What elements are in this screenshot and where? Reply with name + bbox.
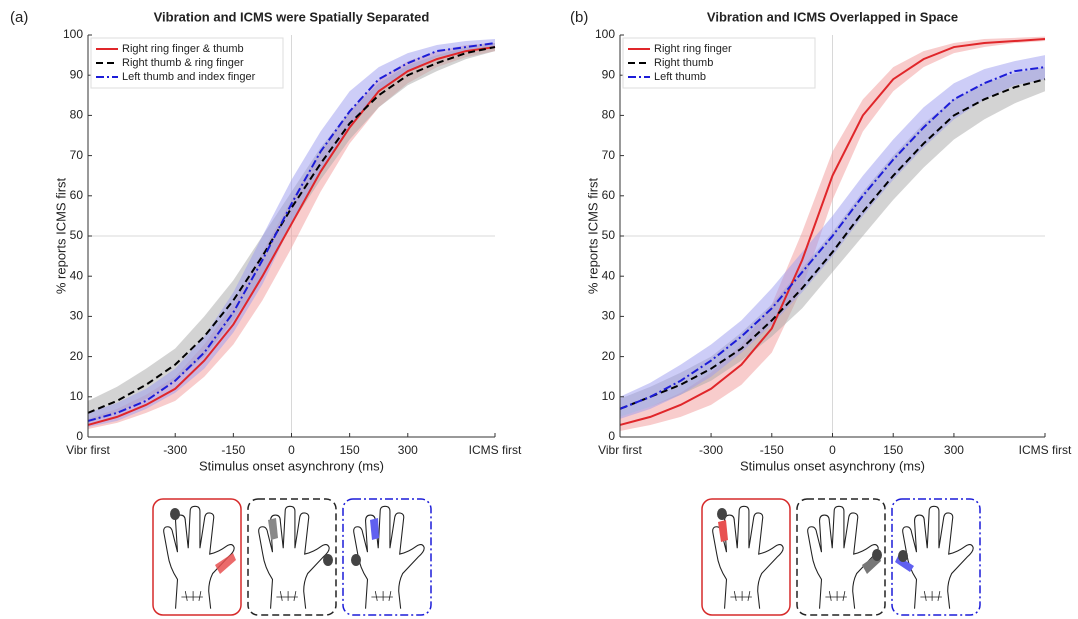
icon-frame xyxy=(247,498,337,616)
icon-frame xyxy=(891,498,981,616)
vibration-marker xyxy=(351,554,361,566)
x-tick-label: 0 xyxy=(829,443,836,457)
y-tick-label: 10 xyxy=(602,389,616,403)
vibration-marker xyxy=(323,554,333,566)
y-tick-label: 30 xyxy=(70,309,84,323)
x-tick-label: 300 xyxy=(398,443,418,457)
y-tick-label: 40 xyxy=(602,268,616,282)
y-tick-label: 70 xyxy=(602,148,616,162)
icms-region xyxy=(268,518,278,540)
hand-icon xyxy=(163,505,235,610)
legend-label: Right ring finger & thumb xyxy=(122,43,244,55)
y-axis-label: % reports ICMS first xyxy=(53,177,68,294)
x-tick-label: 150 xyxy=(883,443,903,457)
y-tick-label: 10 xyxy=(70,389,84,403)
hand-icon xyxy=(353,505,425,610)
vibration-marker xyxy=(872,549,882,561)
hand-icon xyxy=(807,505,879,610)
icon-frame xyxy=(701,498,791,616)
legend-label: Right ring finger xyxy=(654,43,732,55)
y-tick-label: 40 xyxy=(70,268,84,282)
x-axis-label: Stimulus onset asynchrony (ms) xyxy=(199,458,384,473)
y-tick-label: 80 xyxy=(70,108,84,122)
y-tick-label: 0 xyxy=(608,429,615,443)
icms-region xyxy=(370,518,379,540)
x-tick-label: ICMS first xyxy=(469,443,522,457)
series-line xyxy=(619,66,1046,410)
y-axis-label: % reports ICMS first xyxy=(585,177,600,294)
confidence-band xyxy=(88,43,495,423)
y-tick-label: 20 xyxy=(70,349,84,363)
x-tick-label: 150 xyxy=(340,443,360,457)
x-tick-label: -300 xyxy=(163,443,187,457)
x-tick-label: Vibr first xyxy=(66,443,110,457)
confidence-band xyxy=(88,43,495,429)
x-tick-label: -150 xyxy=(221,443,245,457)
series-line xyxy=(87,46,496,426)
y-tick-label: 0 xyxy=(76,429,83,443)
x-tick-label: Vibr first xyxy=(598,443,642,457)
x-axis-label: Stimulus onset asynchrony (ms) xyxy=(740,458,925,473)
chart-title: Vibration and ICMS were Spatially Separa… xyxy=(154,9,430,24)
y-tick-label: 30 xyxy=(602,309,616,323)
series-line xyxy=(87,42,496,422)
x-tick-label: -150 xyxy=(760,443,784,457)
chart-title: Vibration and ICMS Overlapped in Space xyxy=(707,9,958,24)
y-tick-label: 60 xyxy=(602,188,616,202)
icon-frame xyxy=(152,498,242,616)
vibration-marker xyxy=(717,508,727,520)
y-tick-label: 20 xyxy=(602,349,616,363)
y-tick-label: 90 xyxy=(70,67,84,81)
chart-panel: (b) Vibration and ICMS Overlapped in Spac… xyxy=(570,9,1072,473)
y-tick-label: 60 xyxy=(70,188,84,202)
series-line xyxy=(619,78,1046,410)
icon-frame xyxy=(796,498,886,616)
y-tick-label: 100 xyxy=(63,27,83,41)
hand-icon xyxy=(902,505,974,610)
legend-label: Right thumb xyxy=(654,57,713,69)
y-tick-label: 50 xyxy=(70,228,84,242)
panel-label: (b) xyxy=(570,9,588,26)
y-tick-label: 50 xyxy=(602,228,616,242)
icms-region xyxy=(718,520,728,542)
icms-region xyxy=(215,553,236,574)
legend-box xyxy=(622,37,816,89)
x-tick-label: 300 xyxy=(944,443,964,457)
panel-label: (a) xyxy=(10,9,28,26)
icon-frame xyxy=(342,498,432,616)
series-line xyxy=(87,46,496,414)
vibration-marker xyxy=(898,550,908,562)
series-line xyxy=(619,38,1046,426)
legend-label: Left thumb and index finger xyxy=(122,71,256,83)
vibration-marker xyxy=(170,508,180,520)
legend-label: Right thumb & ring finger xyxy=(122,57,244,69)
x-tick-label: ICMS first xyxy=(1019,443,1072,457)
legend-box xyxy=(90,37,284,89)
hand-icons xyxy=(152,498,981,616)
x-tick-label: 0 xyxy=(288,443,295,457)
y-tick-label: 70 xyxy=(70,148,84,162)
y-tick-label: 80 xyxy=(602,108,616,122)
x-tick-label: -300 xyxy=(699,443,723,457)
y-tick-label: 90 xyxy=(602,67,616,81)
chart-panel: (a) Vibration and ICMS were Spatially Sep… xyxy=(10,9,522,473)
y-tick-label: 100 xyxy=(595,27,615,41)
legend-label: Left thumb xyxy=(654,71,706,83)
